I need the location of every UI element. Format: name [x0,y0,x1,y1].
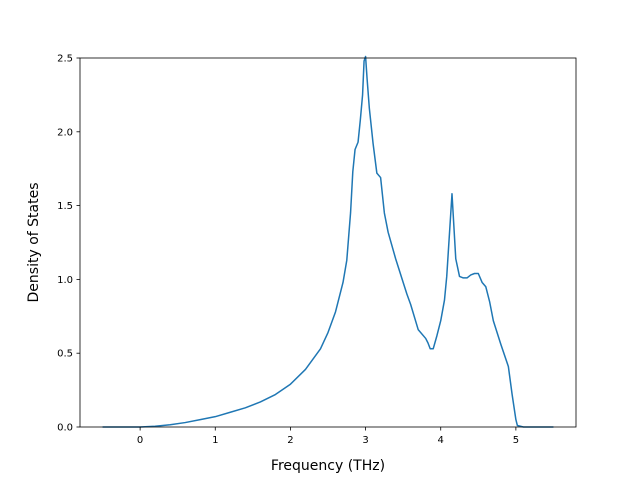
y-tick-label: 1.5 [57,201,73,212]
x-axis-ticks: 0 1 2 3 4 5 [137,427,519,446]
axes-frame [79,57,577,428]
y-tick-label: 2.0 [57,127,73,138]
x-tick-label: 0 [137,435,143,446]
plot-area [102,55,554,428]
x-tick-label: 3 [362,435,368,446]
x-tick-label: 2 [287,435,293,446]
y-tick-label: 1.0 [57,275,73,286]
y-axis-label: Density of States [26,183,42,303]
dos-series-line [102,55,554,428]
y-axis-ticks: 0.0 0.5 1.0 1.5 2.0 2.5 [57,54,80,434]
y-tick-label: 0.5 [57,349,73,360]
x-tick-label: 5 [513,435,519,446]
y-tick-label: 2.5 [57,54,73,65]
x-tick-label: 1 [212,435,218,446]
y-tick-label: 0.0 [57,423,73,434]
x-axis-label: Frequency (THz) [271,458,385,474]
x-tick-label: 4 [438,435,444,446]
